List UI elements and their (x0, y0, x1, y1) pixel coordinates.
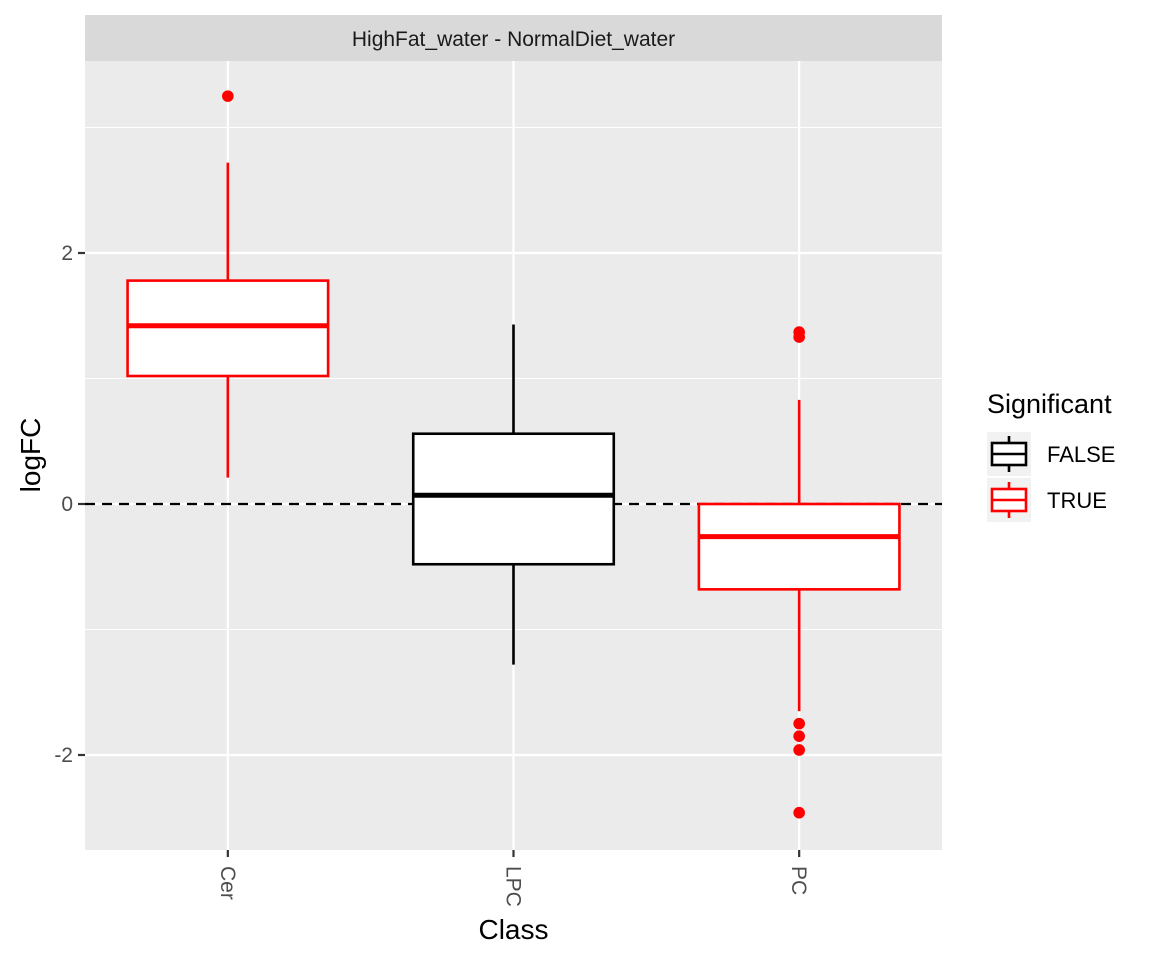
outlier-point (793, 730, 805, 742)
legend-item-false: FALSE (987, 432, 1115, 476)
y-axis: -2 0 2 (54, 242, 85, 767)
legend-item-true: TRUE (987, 478, 1107, 522)
outlier-point (222, 90, 234, 102)
x-axis-title: Class (478, 914, 548, 945)
boxplots (126, 90, 901, 819)
x-tick-label: LPC (502, 866, 525, 907)
outlier-point (793, 744, 805, 756)
box-lpc (411, 324, 616, 665)
legend-title: Significant (987, 389, 1112, 419)
box-pc (697, 326, 901, 819)
outlier-point (793, 717, 805, 730)
legend-label: TRUE (1047, 488, 1107, 513)
box-cer (126, 90, 330, 478)
legend: Significant FALSE TRUE (987, 389, 1115, 522)
facet-title: HighFat_water - NormalDiet_water (352, 28, 675, 51)
y-tick-label: -2 (54, 744, 73, 767)
facet-strip (85, 15, 942, 61)
y-tick-label: 0 (61, 493, 73, 516)
outlier-point (793, 806, 805, 819)
box-iqr (411, 432, 616, 566)
box-iqr (697, 502, 901, 591)
y-tick-label: 2 (61, 242, 73, 265)
x-tick-label: Cer (216, 866, 239, 900)
x-axis: Cer LPC PC (216, 850, 810, 907)
x-tick-label: PC (787, 866, 810, 895)
outlier-point (793, 331, 805, 343)
legend-label: FALSE (1047, 442, 1115, 467)
box-iqr (126, 279, 330, 378)
y-axis-title: logFC (15, 418, 46, 493)
